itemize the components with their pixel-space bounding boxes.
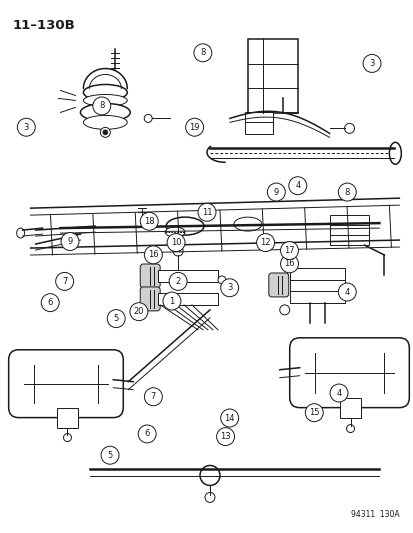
Text: 8: 8 — [99, 101, 104, 110]
Text: 9: 9 — [67, 237, 72, 246]
Circle shape — [280, 255, 298, 273]
Circle shape — [217, 276, 225, 284]
Circle shape — [17, 118, 35, 136]
Ellipse shape — [80, 103, 130, 122]
Circle shape — [61, 232, 79, 251]
Circle shape — [267, 183, 285, 201]
Bar — [329, 215, 368, 245]
Text: 17: 17 — [283, 246, 294, 255]
FancyBboxPatch shape — [140, 287, 160, 311]
Circle shape — [220, 279, 238, 297]
Ellipse shape — [17, 228, 24, 238]
Ellipse shape — [83, 116, 127, 130]
Bar — [244, 112, 272, 134]
Text: 5: 5 — [113, 314, 119, 323]
Circle shape — [107, 310, 125, 328]
Circle shape — [337, 183, 356, 201]
Circle shape — [304, 403, 323, 422]
Bar — [247, 38, 297, 114]
Bar — [339, 398, 361, 417]
Text: 11–130B: 11–130B — [13, 19, 75, 31]
Circle shape — [197, 203, 216, 221]
Circle shape — [256, 233, 274, 252]
Text: 20: 20 — [133, 307, 144, 316]
Text: 6: 6 — [144, 430, 150, 439]
Circle shape — [144, 388, 162, 406]
Circle shape — [100, 127, 110, 138]
Circle shape — [193, 44, 211, 62]
Circle shape — [288, 177, 306, 195]
Text: 7: 7 — [150, 392, 156, 401]
Circle shape — [130, 303, 147, 321]
Bar — [289, 268, 344, 303]
Text: 94311  130A: 94311 130A — [350, 510, 399, 519]
Circle shape — [173, 246, 183, 256]
Text: 4: 4 — [294, 181, 300, 190]
Circle shape — [102, 130, 107, 135]
Text: 16: 16 — [148, 251, 158, 260]
Circle shape — [101, 446, 119, 464]
Text: 16: 16 — [283, 260, 294, 268]
Ellipse shape — [165, 227, 185, 237]
Circle shape — [163, 292, 180, 310]
Text: 9: 9 — [273, 188, 278, 197]
Text: 3: 3 — [368, 59, 374, 68]
Text: 15: 15 — [308, 408, 319, 417]
Ellipse shape — [233, 217, 261, 231]
Circle shape — [144, 115, 152, 123]
Circle shape — [344, 123, 354, 133]
Circle shape — [63, 433, 71, 441]
Text: 19: 19 — [189, 123, 199, 132]
Circle shape — [167, 233, 185, 252]
Circle shape — [41, 294, 59, 312]
Circle shape — [144, 246, 162, 264]
Text: 3: 3 — [226, 283, 232, 292]
Text: 3: 3 — [24, 123, 29, 132]
FancyBboxPatch shape — [9, 350, 123, 417]
Circle shape — [140, 212, 158, 230]
FancyBboxPatch shape — [289, 338, 408, 408]
Bar — [158, 270, 217, 282]
FancyBboxPatch shape — [268, 273, 288, 297]
Text: 11: 11 — [201, 208, 212, 217]
Circle shape — [337, 283, 356, 301]
Circle shape — [216, 427, 234, 446]
Ellipse shape — [166, 217, 204, 235]
Text: 18: 18 — [144, 217, 154, 226]
Circle shape — [138, 425, 156, 443]
Circle shape — [204, 492, 214, 503]
FancyBboxPatch shape — [140, 264, 160, 288]
Ellipse shape — [83, 94, 127, 107]
Circle shape — [55, 272, 74, 290]
Circle shape — [279, 305, 289, 315]
Bar — [56, 408, 78, 427]
Text: 4: 4 — [344, 287, 349, 296]
Text: 8: 8 — [200, 49, 205, 57]
Circle shape — [185, 118, 203, 136]
Ellipse shape — [83, 84, 127, 100]
Circle shape — [169, 272, 187, 290]
Text: 2: 2 — [175, 277, 180, 286]
Bar — [158, 293, 217, 305]
Text: 13: 13 — [220, 432, 230, 441]
Text: 7: 7 — [62, 277, 67, 286]
Circle shape — [199, 465, 219, 486]
Text: 8: 8 — [344, 188, 349, 197]
Text: 5: 5 — [107, 451, 112, 460]
Ellipse shape — [389, 142, 400, 164]
Text: 14: 14 — [224, 414, 234, 423]
Circle shape — [362, 54, 380, 72]
Circle shape — [280, 241, 298, 260]
Text: 1: 1 — [169, 296, 174, 305]
Circle shape — [346, 425, 354, 433]
Text: 10: 10 — [171, 238, 181, 247]
Text: 12: 12 — [260, 238, 270, 247]
Circle shape — [220, 409, 238, 427]
Circle shape — [93, 97, 111, 115]
Text: 4: 4 — [336, 389, 341, 398]
Circle shape — [329, 384, 347, 402]
Text: 6: 6 — [47, 298, 53, 307]
